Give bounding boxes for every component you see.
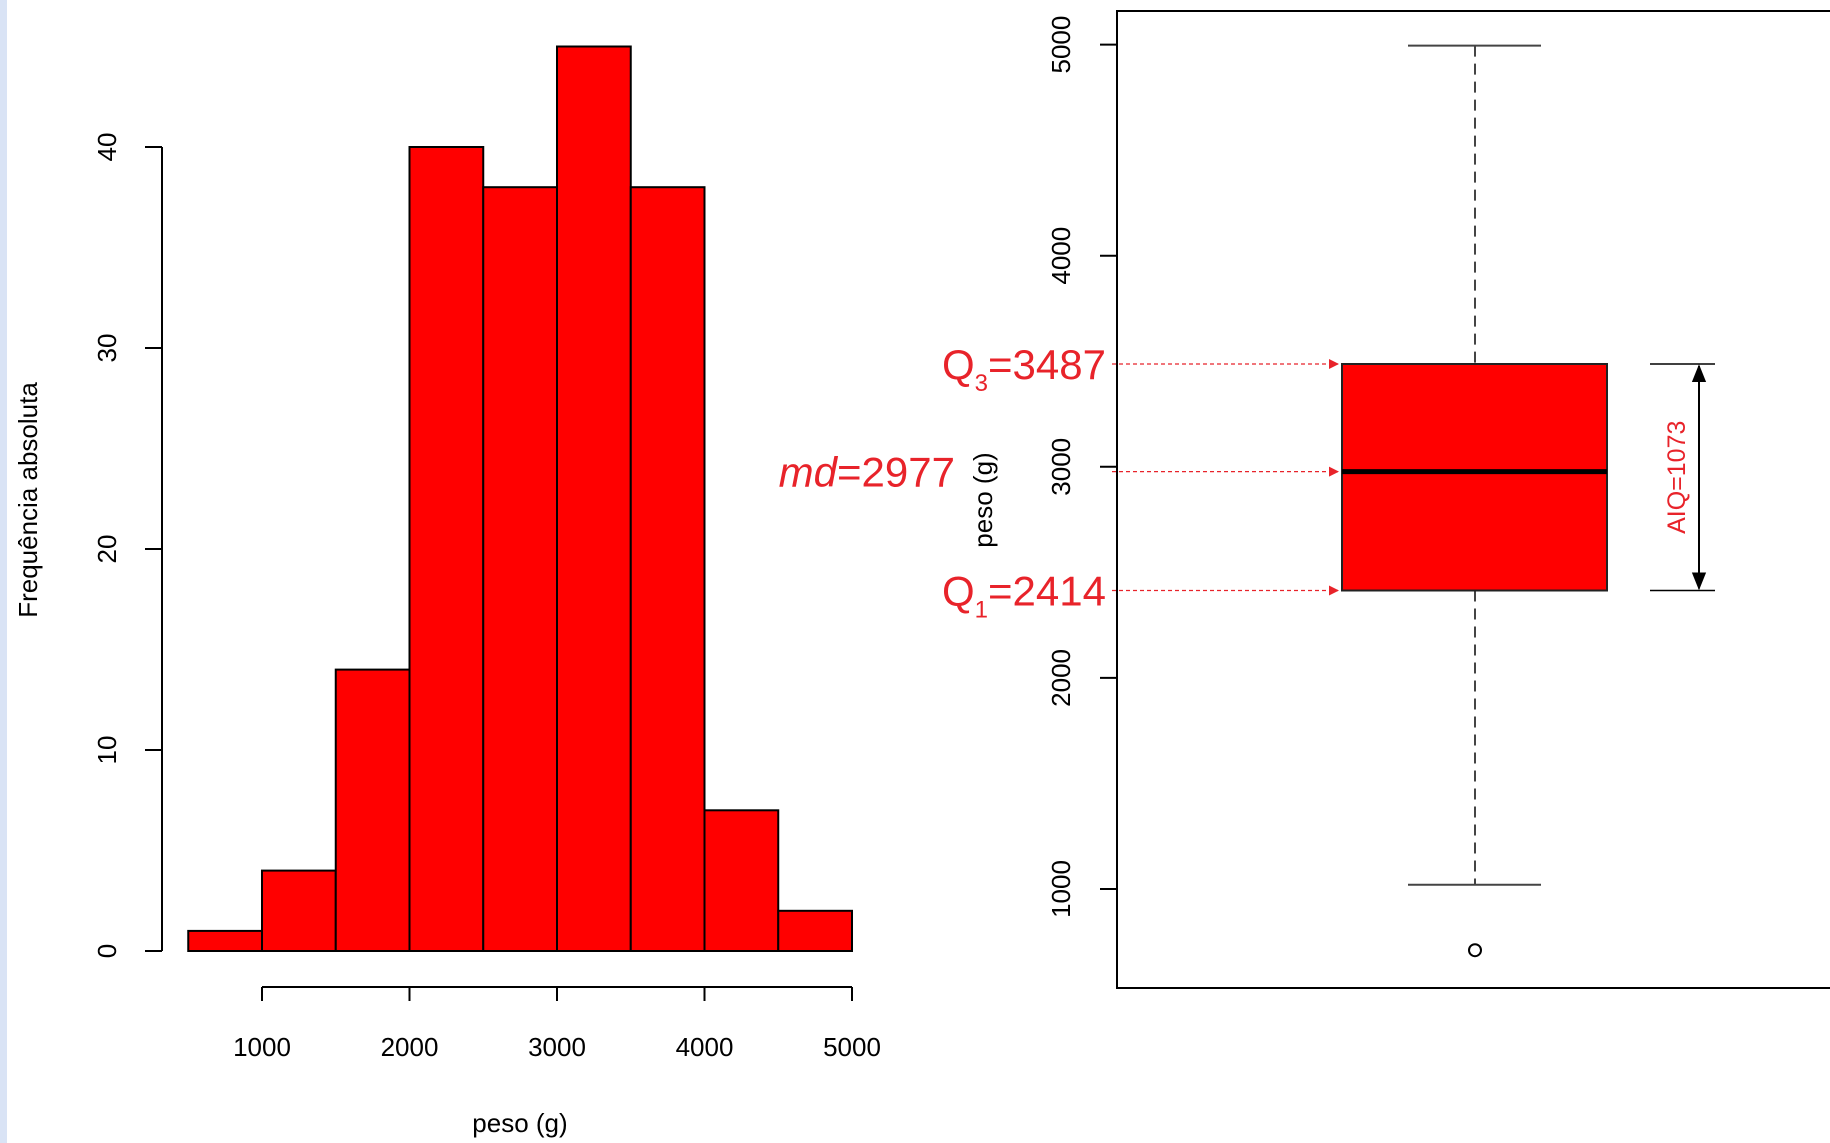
histogram-bar <box>777 909 853 952</box>
histogram-bar <box>629 186 706 952</box>
histogram-bar <box>187 929 263 953</box>
histogram-y-axis-title: Frequência absoluta <box>13 382 43 618</box>
boxplot-chart: 1000 2000 3000 4000 5000 peso (g) Q3=3487 md=… <box>779 10 1830 989</box>
x-tick-label: 2000 <box>381 1032 439 1062</box>
histogram-bars <box>187 45 853 953</box>
boxplot-body <box>1341 44 1608 958</box>
q1-annotation: Q1=2414 <box>942 568 1106 624</box>
histogram-x-axis: 1000 2000 3000 4000 5000 <box>233 986 881 1062</box>
y-tick-label: 1000 <box>1046 860 1076 918</box>
histogram-bar <box>482 186 558 952</box>
page-edge-strip <box>0 0 7 1143</box>
y-tick-label: 5000 <box>1046 16 1076 74</box>
outlier-point <box>1468 943 1482 958</box>
boxplot-y-axis: 1000 2000 3000 4000 5000 <box>1046 16 1118 918</box>
histogram-x-axis-title: peso (g) <box>472 1108 567 1138</box>
boxplot-annotations: Q3=3487 md=2977 Q1=2414 AIQ=1073 <box>779 341 1715 624</box>
histogram-bar <box>408 146 485 952</box>
q3-annotation: Q3=3487 <box>942 341 1106 397</box>
y-tick-label: 0 <box>92 944 122 958</box>
y-tick-label: 2000 <box>1046 649 1076 707</box>
histogram-y-axis: 0 10 20 30 40 <box>92 133 163 958</box>
histogram-bar <box>261 869 337 952</box>
histogram-bar <box>334 668 411 952</box>
y-tick-label: 40 <box>92 133 122 162</box>
median-annotation: md=2977 <box>779 449 955 496</box>
y-tick-label: 20 <box>92 535 122 564</box>
y-tick-label: 4000 <box>1046 227 1076 285</box>
histogram-bar <box>556 45 632 952</box>
histogram-bar <box>703 809 780 952</box>
x-tick-label: 1000 <box>233 1032 291 1062</box>
iqr-label: AIQ=1073 <box>1663 421 1691 534</box>
boxplot-y-axis-title: peso (g) <box>968 452 998 547</box>
interquartile-box <box>1341 362 1608 592</box>
x-tick-label: 4000 <box>676 1032 734 1062</box>
x-tick-label: 5000 <box>823 1032 881 1062</box>
y-tick-label: 3000 <box>1046 438 1076 496</box>
x-tick-label: 3000 <box>528 1032 586 1062</box>
y-tick-label: 30 <box>92 334 122 363</box>
y-tick-label: 10 <box>92 736 122 765</box>
